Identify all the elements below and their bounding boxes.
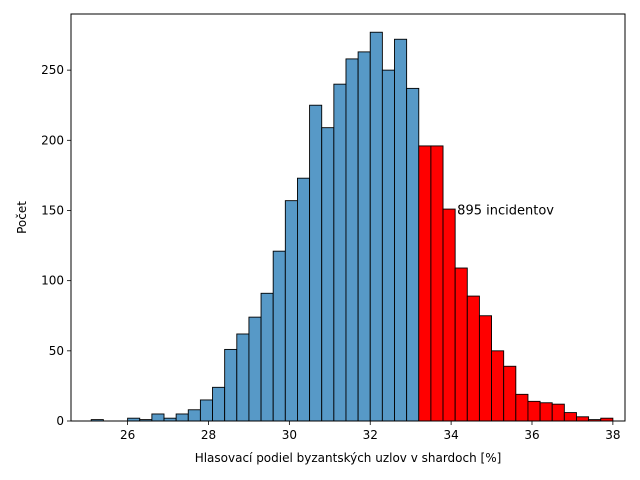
histogram-bar-incident xyxy=(491,350,505,422)
y-tick-label: 200 xyxy=(41,133,64,147)
histogram-bar xyxy=(394,38,408,422)
histogram-bar-incident xyxy=(454,267,468,422)
y-axis-label: Počet xyxy=(15,201,29,234)
x-tick-label: 38 xyxy=(605,428,620,442)
histogram-bar-incident xyxy=(551,403,565,422)
x-axis-ticks: 26 28 30 32 34 36 38 xyxy=(120,421,621,442)
y-tick-label: 250 xyxy=(41,63,64,77)
histogram-bar-incident xyxy=(430,145,444,422)
histogram-bar xyxy=(345,58,359,422)
histogram-bar xyxy=(248,316,262,422)
histogram-bar xyxy=(381,69,395,422)
histogram-bar-incident xyxy=(466,295,480,422)
histogram-bar-incident xyxy=(563,412,577,422)
x-tick-label: 28 xyxy=(201,428,216,442)
x-tick-label: 30 xyxy=(282,428,297,442)
histogram-bar xyxy=(175,413,189,422)
histogram-bar xyxy=(406,87,420,422)
histogram-bar-incident xyxy=(527,400,541,422)
x-tick-label: 26 xyxy=(120,428,135,442)
histogram-bar xyxy=(224,348,238,422)
x-axis-label: Hlasovací podiel byzantských uzlov v sha… xyxy=(195,451,502,465)
histogram-bar xyxy=(357,51,371,422)
y-tick-label: 0 xyxy=(56,414,64,428)
histogram-bar xyxy=(297,177,311,422)
incident-count-annotation: 895 incidentov xyxy=(457,204,554,219)
histogram-bar-incident xyxy=(418,145,432,422)
histogram-bar xyxy=(151,413,165,422)
histogram-bar xyxy=(369,31,383,422)
histogram-bar xyxy=(236,333,250,422)
histogram-bar-incident xyxy=(515,393,529,422)
x-tick-label: 32 xyxy=(363,428,378,442)
x-tick-label: 36 xyxy=(524,428,539,442)
histogram-bar xyxy=(199,399,213,422)
histogram-bar xyxy=(309,104,323,422)
histogram-bar xyxy=(284,200,298,422)
histogram-bar xyxy=(272,250,286,422)
histogram-bar xyxy=(212,386,226,422)
y-axis-ticks: 0 50 100 150 200 250 xyxy=(41,63,71,428)
histogram-bar xyxy=(333,83,347,422)
y-tick-label: 150 xyxy=(41,203,64,217)
histogram-bar-incident xyxy=(503,365,517,422)
histogram-bar-incident xyxy=(576,416,590,422)
histogram-bar xyxy=(187,409,201,422)
y-tick-label: 50 xyxy=(49,344,64,358)
histogram-bar-incident xyxy=(478,315,493,422)
y-tick-label: 100 xyxy=(41,274,64,288)
histogram-bar xyxy=(260,292,274,422)
plot-frame xyxy=(70,13,626,422)
histogram-bar-incident xyxy=(442,208,456,422)
histogram-bar xyxy=(321,127,335,422)
x-tick-label: 34 xyxy=(443,428,458,442)
histogram-bar-incident xyxy=(539,402,553,422)
